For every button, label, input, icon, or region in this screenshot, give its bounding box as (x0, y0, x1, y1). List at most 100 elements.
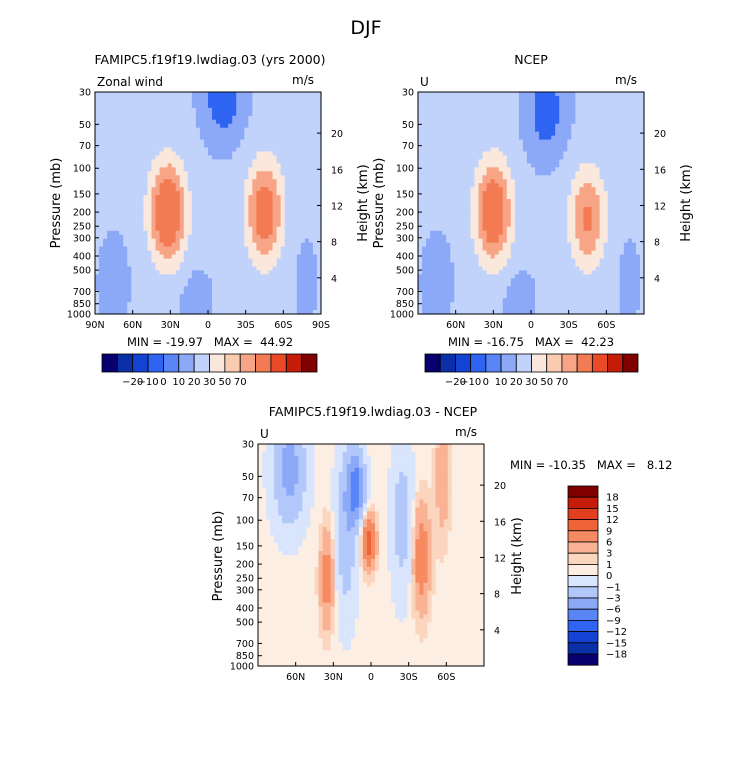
heatmap-cell (454, 250, 459, 256)
heatmap-cell (535, 199, 540, 204)
heatmap-cell (232, 238, 237, 244)
heatmap-cell (478, 250, 484, 256)
heatmap-cell (466, 155, 472, 160)
heatmap-cell (486, 302, 492, 307)
heatmap-cell (240, 179, 245, 184)
heatmap-cell (446, 143, 451, 149)
heatmap-cell (268, 159, 274, 164)
heatmap-cell (296, 218, 302, 224)
heatmap-cell (446, 155, 451, 160)
heatmap-cell (107, 278, 112, 283)
heatmap-cell (438, 179, 443, 184)
heatmap-cell (438, 218, 443, 224)
heatmap-cell (195, 310, 201, 315)
heatmap-cell (195, 151, 201, 157)
heatmap-cell (135, 238, 140, 244)
heatmap-cell (232, 99, 237, 105)
heatmap-cell (474, 218, 480, 224)
heatmap-cell (482, 151, 488, 157)
heatmap-cell (442, 187, 447, 192)
heatmap-cell (494, 286, 500, 291)
heatmap-cell (252, 183, 258, 188)
heatmap-cell (308, 111, 314, 117)
heatmap-cell (220, 286, 225, 291)
heatmap-cell (490, 306, 496, 311)
heatmap-cell (183, 250, 189, 256)
heatmap-cell (531, 171, 536, 176)
heatmap-cell (280, 302, 286, 307)
heatmap-cell (450, 258, 455, 264)
heatmap-cell (139, 183, 145, 188)
heatmap-cell (490, 294, 496, 299)
heatmap-cell (99, 123, 104, 129)
heatmap-cell (99, 238, 104, 244)
heatmap-cell (264, 123, 270, 129)
heatmap-cell (434, 242, 439, 248)
heatmap-cell (151, 187, 157, 192)
heatmap-cell (252, 234, 258, 240)
heatmap-cell (135, 95, 140, 101)
heatmap-cell (107, 226, 112, 232)
heatmap-cell (240, 254, 245, 260)
heatmap-cell (179, 210, 185, 216)
heatmap-cell (127, 191, 132, 196)
heatmap-cell (304, 187, 310, 192)
heatmap-cell (139, 119, 145, 125)
heatmap-cell (187, 258, 193, 264)
heatmap-cell (316, 246, 322, 252)
heatmap-cell (139, 175, 145, 180)
heatmap-cell (522, 139, 528, 145)
heatmap-cell (147, 167, 153, 172)
heatmap-cell (175, 159, 181, 164)
heatmap-cell (115, 203, 120, 208)
heatmap-cell (107, 218, 112, 224)
heatmap-cell (474, 210, 480, 216)
heatmap-cell (462, 282, 468, 287)
heatmap-cell (284, 103, 290, 109)
heatmap-cell (434, 246, 439, 252)
heatmap-cell (203, 274, 209, 279)
heatmap-cell (252, 147, 258, 153)
heatmap-cell (99, 286, 104, 291)
heatmap-cell (127, 246, 132, 252)
heatmap-cell (264, 206, 270, 212)
heatmap-cell (312, 191, 318, 196)
heatmap-cell (426, 195, 431, 200)
heatmap-cell (446, 179, 451, 184)
heatmap-cell (155, 226, 161, 232)
heatmap-cell (526, 147, 532, 153)
heatmap-cell (494, 242, 500, 248)
heatmap-cell (506, 123, 512, 129)
heatmap-cell (240, 226, 245, 232)
heatmap-cell (458, 159, 463, 164)
heatmap-cell (466, 131, 472, 137)
heatmap-cell (470, 179, 476, 184)
heatmap-cell (442, 123, 447, 129)
heatmap-cell (486, 234, 492, 240)
heatmap-cell (252, 143, 258, 149)
heatmap-cell (187, 195, 193, 200)
heatmap-cell (450, 155, 455, 160)
heatmap-cell (446, 175, 451, 180)
heatmap-cell (268, 163, 274, 168)
heatmap-cell (442, 282, 447, 287)
heatmap-cell (183, 230, 189, 236)
heatmap-cell (442, 99, 447, 105)
heatmap-cell (514, 230, 520, 236)
heatmap-cell (119, 206, 124, 212)
heatmap-cell (151, 183, 157, 188)
heatmap-cell (526, 226, 532, 232)
heatmap-cell (514, 119, 520, 125)
heatmap-cell (111, 250, 116, 256)
heatmap-cell (127, 183, 132, 188)
heatmap-cell (458, 131, 463, 137)
heatmap-cell (187, 139, 193, 145)
heatmap-cell (430, 131, 435, 137)
heatmap-cell (478, 298, 484, 303)
heatmap-cell (248, 195, 253, 200)
heatmap-cell (531, 302, 536, 307)
heatmap-cell (151, 238, 157, 244)
heatmap-cell (203, 270, 209, 275)
heatmap-cell (539, 191, 544, 196)
heatmap-cell (115, 151, 120, 157)
